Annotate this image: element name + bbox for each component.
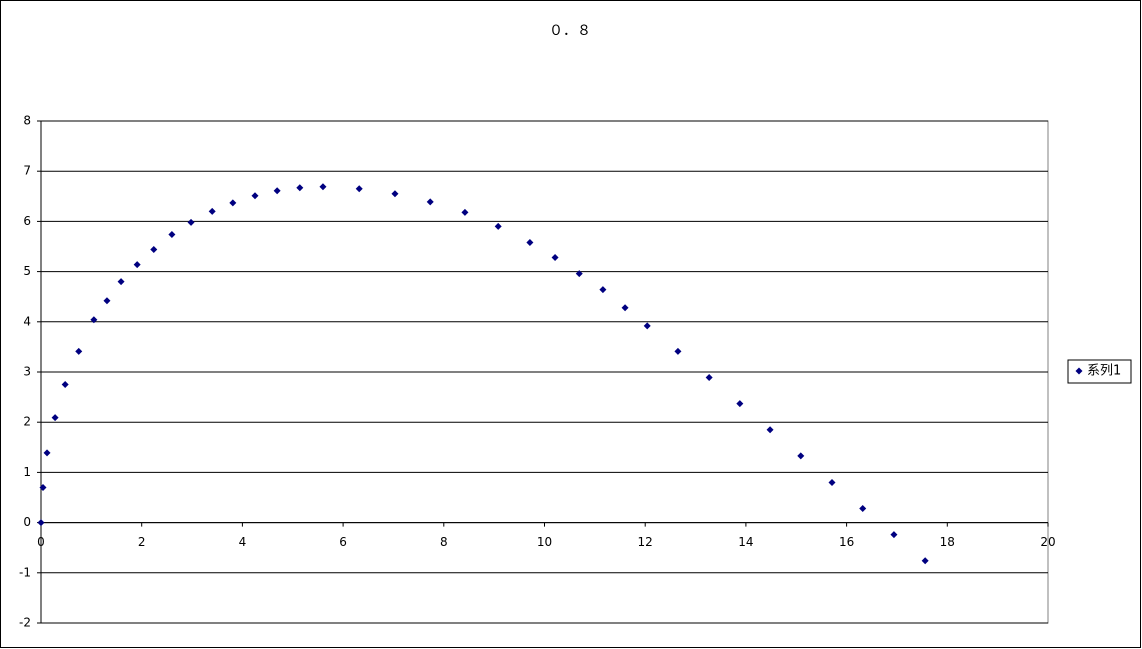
point: [797, 452, 805, 460]
point: [736, 400, 744, 408]
legend-label: 系列1: [1087, 364, 1121, 379]
point: [229, 199, 237, 207]
point: [494, 222, 502, 230]
point: [599, 286, 607, 294]
chart-title: ０．８: [549, 23, 591, 39]
point: [51, 414, 59, 422]
point: [575, 270, 583, 278]
x-tick-label: 18: [940, 535, 955, 549]
x-tick-label: 6: [339, 535, 347, 549]
point: [355, 185, 363, 193]
y-tick-label: 1: [23, 465, 31, 479]
point: [461, 208, 469, 216]
point: [103, 297, 111, 305]
point: [150, 246, 158, 254]
x-tick-label: 12: [638, 535, 653, 549]
point: [319, 183, 327, 191]
x-tick-label: 20: [1040, 535, 1055, 549]
y-tick-label: 3: [23, 365, 31, 379]
y-tick-label: 6: [23, 214, 31, 228]
point: [133, 261, 141, 269]
point: [75, 347, 83, 355]
x-tick-label: 4: [239, 535, 247, 549]
y-tick-label: 5: [23, 264, 31, 278]
x-tick-label: 2: [138, 535, 146, 549]
point: [61, 381, 69, 389]
point: [43, 449, 51, 457]
y-tick-label: 2: [23, 415, 31, 429]
legend-marker: [1075, 367, 1083, 375]
point: [643, 322, 651, 330]
point: [705, 374, 713, 382]
point: [273, 187, 281, 195]
y-tick-label: 8: [23, 114, 31, 128]
x-tick-label: 0: [37, 535, 45, 549]
y-tick-label: 4: [23, 314, 31, 328]
point: [828, 478, 836, 486]
point: [208, 207, 216, 215]
point: [551, 254, 559, 262]
point: [621, 304, 629, 312]
point: [251, 192, 259, 200]
point: [90, 316, 98, 324]
point: [391, 190, 399, 198]
x-tick-label: 10: [537, 535, 552, 549]
point: [766, 426, 774, 434]
x-tick-label: 14: [738, 535, 753, 549]
point: [187, 218, 195, 226]
point: [859, 505, 867, 513]
y-tick-label: -2: [19, 616, 31, 630]
y-tick-label: 7: [23, 164, 31, 178]
point: [39, 483, 47, 491]
point: [426, 198, 434, 206]
point: [526, 238, 534, 246]
y-tick-label: 0: [23, 515, 31, 529]
point: [117, 278, 125, 286]
point: [168, 230, 176, 238]
x-tick-label: 16: [839, 535, 854, 549]
point: [890, 531, 898, 539]
y-tick-label: -1: [19, 565, 31, 579]
legend-box: [1067, 359, 1132, 384]
point: [921, 557, 929, 565]
x-tick-label: 8: [440, 535, 448, 549]
point: [37, 519, 45, 527]
point: [296, 184, 304, 192]
point: [674, 347, 682, 355]
